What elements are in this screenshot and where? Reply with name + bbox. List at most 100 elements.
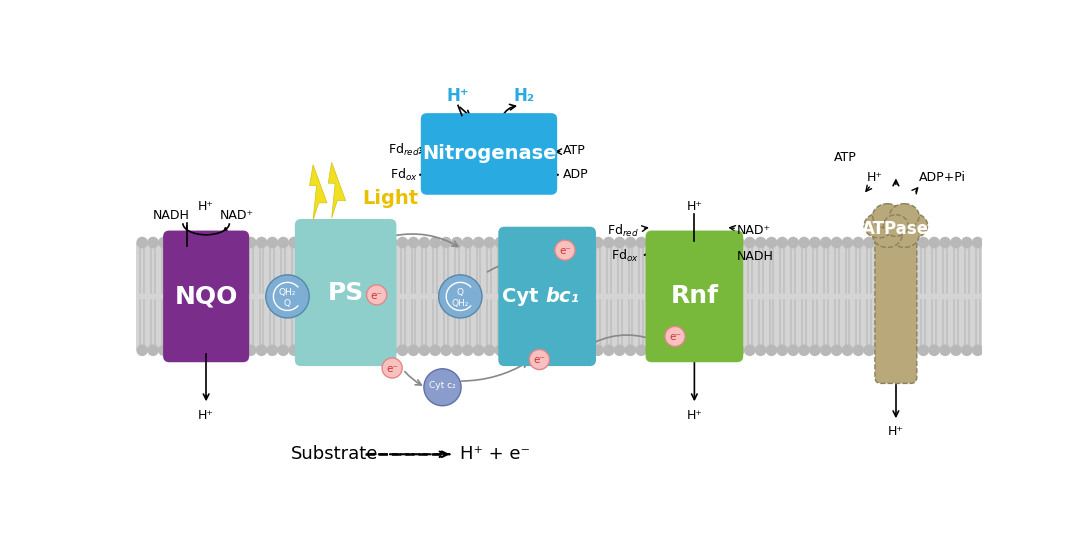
Circle shape — [799, 344, 810, 356]
Circle shape — [657, 344, 669, 356]
Circle shape — [527, 344, 539, 356]
Text: ADP: ADP — [563, 168, 588, 181]
Circle shape — [213, 237, 224, 249]
Circle shape — [874, 237, 886, 249]
Circle shape — [288, 344, 300, 356]
FancyBboxPatch shape — [646, 231, 743, 362]
Circle shape — [820, 344, 831, 356]
Text: Fd$_{ox}$: Fd$_{ox}$ — [389, 167, 418, 183]
Circle shape — [244, 344, 256, 356]
Circle shape — [202, 237, 213, 249]
Circle shape — [202, 344, 213, 356]
Circle shape — [592, 344, 603, 356]
Circle shape — [711, 344, 723, 356]
Circle shape — [382, 358, 403, 378]
Circle shape — [744, 237, 756, 249]
Text: ATP: ATP — [563, 143, 586, 156]
Circle shape — [733, 237, 745, 249]
Circle shape — [367, 285, 386, 305]
Circle shape — [424, 369, 461, 405]
Circle shape — [690, 237, 702, 249]
Circle shape — [646, 237, 658, 249]
Circle shape — [386, 344, 397, 356]
Circle shape — [266, 344, 278, 356]
Ellipse shape — [898, 213, 927, 238]
Circle shape — [136, 237, 148, 249]
FancyBboxPatch shape — [164, 231, 249, 362]
Text: Fd$_{red}$: Fd$_{red}$ — [387, 142, 420, 158]
Circle shape — [494, 237, 506, 249]
Circle shape — [364, 344, 376, 356]
Circle shape — [744, 344, 756, 356]
Circle shape — [625, 237, 636, 249]
Circle shape — [224, 344, 235, 356]
Circle shape — [244, 237, 256, 249]
Text: NAD⁺: NAD⁺ — [738, 225, 771, 238]
Text: ATPase: ATPase — [862, 220, 930, 238]
Circle shape — [603, 237, 614, 249]
Circle shape — [657, 237, 669, 249]
Text: H⁺ + e⁻: H⁺ + e⁻ — [460, 445, 530, 463]
Text: Substrate: Substrate — [291, 445, 379, 463]
Text: NADH: NADH — [153, 209, 190, 222]
Circle shape — [841, 237, 853, 249]
Circle shape — [505, 344, 517, 356]
Circle shape — [213, 344, 224, 356]
Circle shape — [538, 344, 550, 356]
Text: e⁻: e⁻ — [533, 355, 546, 365]
Circle shape — [907, 344, 919, 356]
Circle shape — [582, 237, 592, 249]
Circle shape — [614, 237, 625, 249]
Circle shape — [277, 237, 289, 249]
Circle shape — [419, 237, 430, 249]
Circle shape — [830, 237, 842, 249]
Circle shape — [830, 344, 842, 356]
Text: H⁺: H⁺ — [867, 171, 883, 184]
Circle shape — [885, 237, 897, 249]
FancyBboxPatch shape — [295, 219, 396, 366]
Circle shape — [191, 237, 202, 249]
Text: H⁺: H⁺ — [686, 200, 703, 213]
Text: H⁺: H⁺ — [199, 200, 214, 213]
Ellipse shape — [864, 213, 894, 238]
Circle shape — [505, 237, 517, 249]
Circle shape — [224, 237, 235, 249]
Text: H₂: H₂ — [513, 87, 535, 105]
Circle shape — [419, 344, 430, 356]
Circle shape — [321, 344, 333, 356]
Circle shape — [310, 237, 322, 249]
Circle shape — [896, 237, 908, 249]
Ellipse shape — [889, 223, 919, 247]
Circle shape — [343, 344, 355, 356]
Circle shape — [332, 237, 344, 249]
Circle shape — [299, 237, 311, 249]
Circle shape — [440, 237, 452, 249]
Text: Nitrogenase: Nitrogenase — [422, 144, 556, 164]
Text: bc₁: bc₁ — [546, 287, 579, 306]
Circle shape — [852, 237, 864, 249]
Circle shape — [733, 344, 745, 356]
Circle shape — [625, 344, 636, 356]
Circle shape — [810, 237, 820, 249]
Circle shape — [332, 344, 344, 356]
Circle shape — [255, 344, 267, 356]
Text: e⁻: e⁻ — [559, 246, 571, 256]
Text: e⁻: e⁻ — [386, 364, 398, 374]
Circle shape — [451, 237, 463, 249]
Circle shape — [700, 237, 712, 249]
Circle shape — [527, 237, 539, 249]
Circle shape — [711, 237, 723, 249]
Circle shape — [874, 344, 886, 356]
Circle shape — [516, 237, 528, 249]
Circle shape — [646, 344, 658, 356]
Circle shape — [635, 344, 647, 356]
FancyBboxPatch shape — [875, 225, 916, 384]
Circle shape — [907, 237, 919, 249]
Circle shape — [614, 344, 625, 356]
Circle shape — [180, 344, 191, 356]
Text: Fd$_{ox}$: Fd$_{ox}$ — [611, 249, 638, 264]
Circle shape — [918, 237, 930, 249]
FancyBboxPatch shape — [499, 227, 596, 366]
Circle shape — [451, 344, 463, 356]
Circle shape — [700, 344, 712, 356]
